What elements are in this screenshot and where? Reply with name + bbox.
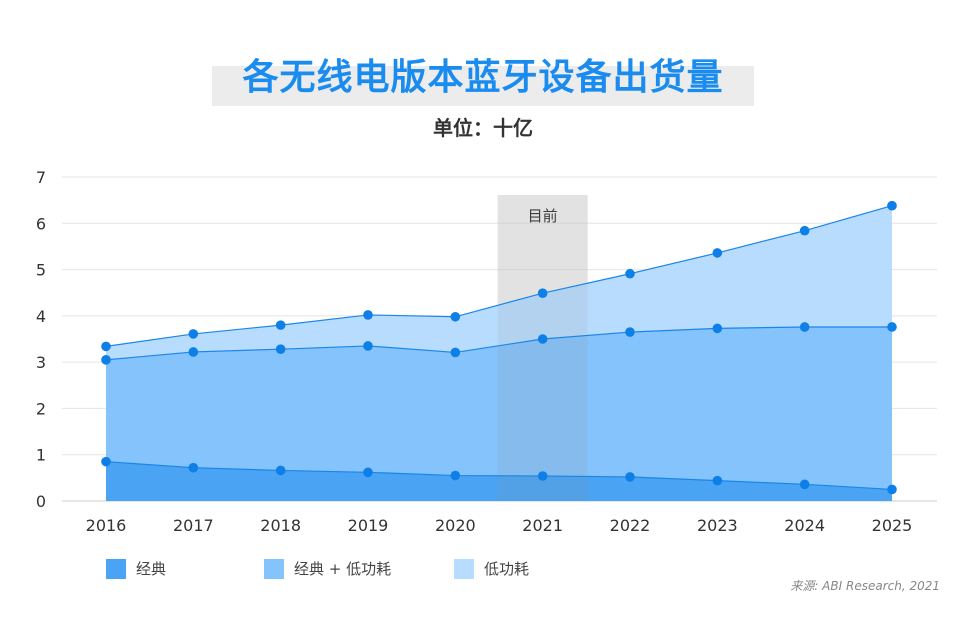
line-le bbox=[105, 205, 893, 347]
data-point-le-2022 bbox=[625, 268, 635, 279]
data-point-classic-2019 bbox=[363, 467, 373, 478]
legend: 经典 经典 + 低功耗 低功耗 bbox=[0, 558, 973, 582]
area-classic-le bbox=[106, 326, 892, 490]
current-year-band-overlay bbox=[497, 195, 588, 501]
legend-item-classic: 经典 bbox=[106, 558, 166, 579]
data-point-le-2021 bbox=[537, 288, 548, 298]
y-tick-label: 1 bbox=[36, 446, 46, 465]
title-block: 各无线电版本蓝牙设备出货量 bbox=[212, 44, 754, 106]
chart-subtitle: 单位：十亿 bbox=[433, 116, 533, 140]
x-tick-label: 2025 bbox=[872, 516, 913, 535]
data-point-classic-le-2025 bbox=[887, 322, 897, 332]
current-year-label: 目前 bbox=[528, 207, 558, 225]
data-point-classic-2017 bbox=[188, 462, 199, 473]
data-point-classic-2022 bbox=[625, 472, 635, 482]
legend-label-classic: 经典 bbox=[136, 560, 167, 578]
x-tick-label: 2023 bbox=[697, 516, 738, 535]
line-classic-le bbox=[105, 326, 892, 361]
x-tick-label: 2018 bbox=[260, 516, 301, 535]
data-point-le-2018 bbox=[275, 320, 286, 330]
y-tick-label: 2 bbox=[36, 399, 46, 418]
y-tick-label: 3 bbox=[36, 353, 46, 372]
x-tick-label: 2016 bbox=[86, 516, 127, 535]
y-tick-label: 5 bbox=[36, 261, 46, 280]
data-point-classic-le-2018 bbox=[275, 344, 286, 354]
legend-item-le: 低功耗 bbox=[454, 558, 529, 579]
data-point-le-2023 bbox=[712, 248, 723, 258]
line-classic bbox=[105, 461, 893, 491]
data-point-classic-le-2019 bbox=[363, 341, 373, 351]
legend-item-classic-le: 经典 + 低功耗 bbox=[264, 558, 391, 579]
data-point-classic-2016 bbox=[101, 456, 111, 467]
data-point-classic-le-2017 bbox=[188, 347, 199, 357]
data-point-classic-2023 bbox=[712, 475, 723, 486]
x-tick-label: 2022 bbox=[610, 516, 651, 535]
x-tick-label: 2017 bbox=[173, 516, 214, 535]
data-point-le-2017 bbox=[188, 329, 199, 339]
data-point-classic-le-2024 bbox=[799, 322, 810, 332]
data-point-classic-le-2023 bbox=[712, 323, 723, 334]
x-tick-label: 2020 bbox=[435, 516, 476, 535]
data-point-classic-le-2020 bbox=[450, 347, 461, 358]
data-point-classic-2024 bbox=[799, 479, 810, 490]
legend-label-le: 低功耗 bbox=[484, 560, 530, 578]
data-point-classic-2021 bbox=[537, 471, 548, 481]
data-point-classic-le-2016 bbox=[101, 355, 111, 365]
data-point-classic-2018 bbox=[275, 465, 286, 476]
data-point-le-2025 bbox=[887, 200, 897, 211]
data-point-classic-le-2022 bbox=[625, 327, 635, 337]
data-point-le-2024 bbox=[799, 225, 810, 236]
data-point-classic-2025 bbox=[887, 484, 897, 495]
title-highlight-bar bbox=[212, 66, 754, 106]
data-point-le-2016 bbox=[101, 341, 111, 352]
legend-swatch-le bbox=[454, 558, 474, 579]
chart-title: 各无线电版本蓝牙设备出货量 bbox=[242, 57, 724, 98]
data-point-le-2020 bbox=[450, 311, 461, 322]
y-tick-label: 4 bbox=[36, 307, 46, 326]
y-tick-label: 0 bbox=[36, 492, 46, 511]
data-point-le-2019 bbox=[363, 310, 373, 320]
data-point-classic-2020 bbox=[450, 470, 461, 481]
area-le bbox=[106, 205, 892, 360]
legend-swatch-classic bbox=[106, 558, 126, 579]
x-tick-label: 2019 bbox=[348, 516, 389, 535]
y-tick-label: 7 bbox=[36, 168, 46, 187]
legend-label-classic-le: 经典 + 低功耗 bbox=[294, 560, 392, 578]
x-tick-label: 2024 bbox=[784, 516, 825, 535]
data-point-classic-le-2021 bbox=[537, 334, 548, 344]
y-tick-label: 6 bbox=[36, 214, 46, 233]
x-tick-label: 2021 bbox=[522, 516, 563, 535]
legend-swatch-classic-le bbox=[264, 558, 284, 579]
source-note: 来源: ABI Research, 2021 bbox=[790, 579, 940, 593]
